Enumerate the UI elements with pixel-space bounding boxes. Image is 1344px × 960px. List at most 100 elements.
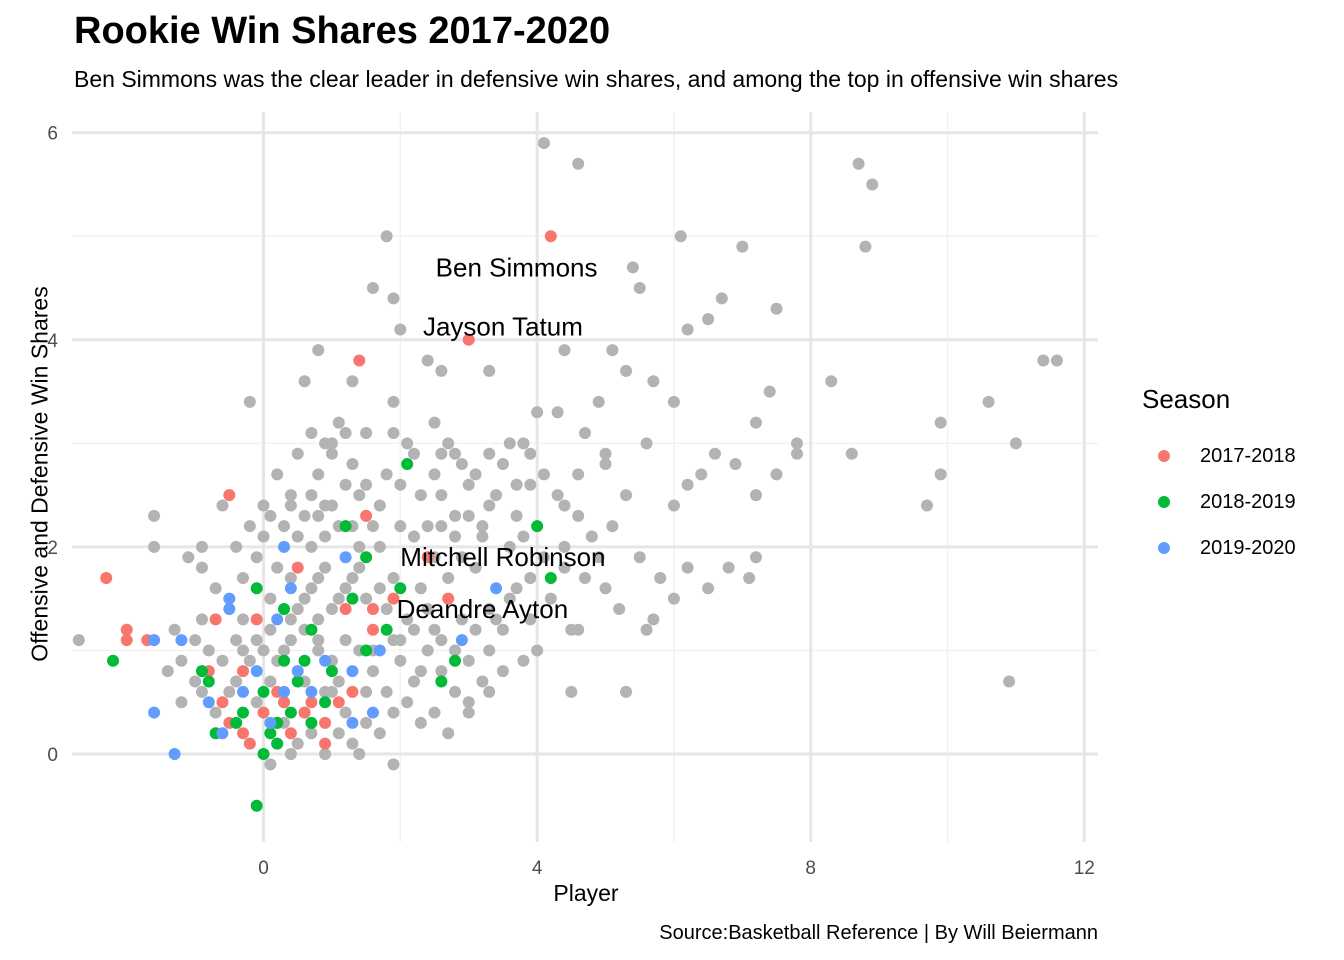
chart-subtitle: Ben Simmons was the clear leader in defe… — [74, 66, 1119, 92]
other-player-point — [517, 437, 530, 450]
point-2019-2020 — [271, 613, 284, 626]
legend-item-2017-2018: 2017-2018 — [1142, 433, 1296, 479]
other-player-point — [401, 437, 414, 450]
other-player-point — [599, 582, 612, 595]
other-player-point — [599, 447, 612, 460]
other-player-point — [189, 634, 202, 647]
other-player-point — [284, 499, 297, 512]
other-player-point — [264, 675, 277, 688]
other-player-point — [325, 437, 338, 450]
other-player-point — [284, 634, 297, 647]
point-2018-2019 — [202, 675, 215, 688]
other-player-point — [360, 426, 373, 439]
other-player-point — [312, 571, 325, 584]
other-player-point — [524, 571, 537, 584]
point-2018-2019 — [107, 654, 120, 667]
other-player-point — [490, 613, 503, 626]
other-player-point — [414, 582, 427, 595]
other-player-point — [428, 623, 441, 636]
legend-swatch — [1158, 542, 1170, 554]
y-axis-title: Offensive and Defensive Win Shares — [26, 286, 53, 662]
other-player-point — [770, 302, 783, 315]
other-player-point — [476, 675, 489, 688]
player-label: Mitchell Robinson — [400, 542, 605, 572]
other-player-point — [332, 675, 345, 688]
other-player-point — [387, 292, 400, 305]
x-tick-label: 0 — [258, 858, 269, 879]
point-2018-2019 — [284, 706, 297, 719]
other-player-point — [517, 654, 530, 667]
other-player-point — [325, 603, 338, 616]
other-player-point — [195, 613, 208, 626]
other-player-point — [380, 230, 393, 243]
other-player-point — [291, 737, 304, 750]
other-player-point — [298, 509, 311, 522]
other-player-point — [72, 634, 85, 647]
point-2017-2018 — [284, 727, 297, 740]
other-player-point — [606, 520, 619, 533]
point-2019-2020 — [291, 665, 304, 678]
point-2019-2020 — [366, 706, 379, 719]
legend: Season 2017-2018 2018-2019 2019-2020 — [1142, 384, 1296, 571]
other-player-point — [770, 468, 783, 481]
point-2017-2018 — [291, 561, 304, 574]
other-player-point — [558, 540, 571, 553]
point-2017-2018 — [250, 613, 263, 626]
other-player-point — [469, 468, 482, 481]
other-player-point — [455, 551, 468, 564]
other-players-points — [72, 137, 1063, 771]
other-player-point — [216, 499, 229, 512]
point-2017-2018 — [223, 489, 236, 502]
point-2017-2018 — [544, 230, 557, 243]
point-2018-2019 — [278, 603, 291, 616]
other-player-point — [531, 406, 544, 419]
other-player-point — [339, 634, 352, 647]
other-player-point — [702, 582, 715, 595]
other-player-point — [195, 685, 208, 698]
other-player-point — [271, 468, 284, 481]
other-player-point — [373, 499, 386, 512]
other-player-point — [353, 489, 366, 502]
point-2018-2019 — [360, 551, 373, 564]
other-player-point — [195, 561, 208, 574]
other-player-point — [325, 447, 338, 460]
other-player-point — [1009, 437, 1022, 450]
other-player-point — [558, 561, 571, 574]
point-2018-2019 — [305, 623, 318, 636]
other-player-point — [442, 571, 455, 584]
other-player-point — [592, 395, 605, 408]
point-2018-2019 — [401, 458, 414, 471]
other-player-point — [414, 665, 427, 678]
point-2018-2019 — [360, 644, 373, 657]
other-player-point — [469, 623, 482, 636]
point-2017-2018 — [120, 623, 133, 636]
other-player-point — [360, 685, 373, 698]
other-player-point — [237, 571, 249, 584]
other-player-point — [510, 478, 523, 491]
point-2019-2020 — [250, 665, 263, 678]
other-player-point — [291, 447, 304, 460]
other-player-point — [243, 395, 256, 408]
other-player-point — [428, 468, 441, 481]
other-player-point — [442, 727, 455, 740]
other-player-point — [312, 509, 325, 522]
point-2018-2019 — [449, 654, 462, 667]
point-2017-2018 — [421, 551, 434, 564]
other-player-point — [524, 447, 537, 460]
other-player-point — [161, 665, 174, 678]
point-2019-2020 — [148, 706, 161, 719]
point-2019-2020 — [278, 540, 291, 553]
other-player-point — [640, 437, 653, 450]
point-2018-2019 — [278, 654, 291, 667]
other-player-point — [620, 685, 633, 698]
other-player-point — [380, 685, 393, 698]
other-player-point — [216, 654, 229, 667]
point-2018-2019 — [237, 706, 249, 719]
other-player-point — [667, 592, 680, 605]
point-2017-2018 — [353, 354, 366, 367]
point-2019-2020 — [168, 747, 181, 760]
point-2017-2018 — [237, 727, 249, 740]
other-player-point — [667, 395, 680, 408]
point-2018-2019 — [257, 685, 270, 698]
other-player-point — [373, 540, 386, 553]
